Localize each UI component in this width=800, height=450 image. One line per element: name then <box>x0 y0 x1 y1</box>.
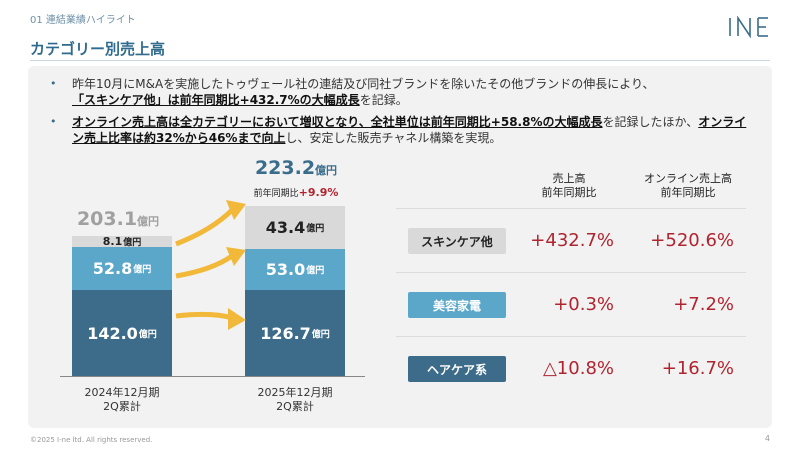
row-divider <box>396 208 746 209</box>
bullet-mark: • <box>50 115 57 128</box>
bar-2025-skincare: 43.4 億円 <box>245 206 345 249</box>
category-label-haircare: ヘアケア系 <box>408 356 506 382</box>
sales-growth-beauty: +0.3% <box>553 294 614 315</box>
bullet-text: 昨年10月にM&Aを実施したトゥヴェール社の連結及び同社ブランドを除いたその他ブ… <box>72 77 655 91</box>
title-divider <box>30 60 770 61</box>
column-header-sales: 売上高 前年同期比 <box>541 172 597 199</box>
bullet-highlight: オンライン売上比率は約32%から46%まで向上 <box>72 115 747 145</box>
page-number: 4 <box>764 434 770 443</box>
total-label-2024: 203.1億円 <box>76 208 160 230</box>
total-label-2025: 223.2億円 <box>254 157 338 179</box>
growth-arrows <box>175 200 246 330</box>
bullet-item: • 昨年10月にM&Aを実施したトゥヴェール社の連結及び同社ブランドを除いたその… <box>50 76 750 108</box>
online-growth-skincare: +520.6% <box>650 230 734 251</box>
page-title: カテゴリー別売上高 <box>30 40 166 58</box>
category-label-beauty: 美容家電 <box>408 292 506 318</box>
x-label-2025: 2025年12月期 2Q累計 <box>257 386 333 413</box>
bullet-text: を記録したほか、 <box>602 115 699 129</box>
bullet-list: • 昨年10月にM&Aを実施したトゥヴェール社の連結及び同社ブランドを除いたその… <box>50 76 750 152</box>
online-growth-beauty: +7.2% <box>673 294 734 315</box>
arrow-up-icon <box>226 200 246 220</box>
bar-2025-beauty: 53.0 億円 <box>245 249 345 290</box>
bar-2025-haircare: 126.7 億円 <box>245 290 345 376</box>
growth-label: 前年同期比+9.9% <box>253 186 339 199</box>
section-label: 01 連結業績ハイライト <box>30 15 136 26</box>
bullet-highlight: オンライン売上高は全カテゴリーにおいて増収となり、全社単位は前年同期比+58.8… <box>72 115 603 129</box>
bullet-mark: • <box>50 77 57 90</box>
bullet-text: し、安定した販売チャネル構築を実現。 <box>285 131 502 145</box>
sales-growth-skincare: +432.7% <box>530 230 614 251</box>
bullet-highlight: 「スキンケア他」は前年同期比+432.7%の大幅成長 <box>72 93 360 107</box>
copyright: ©2025 I-ne ltd. All rights reserved. <box>30 436 153 444</box>
x-axis <box>60 376 365 377</box>
sales-stacked-bar-chart: 203.1億円 223.2億円 前年同期比+9.9% 8.1 億円 52.8 億円 … <box>60 150 380 430</box>
bullet-text: を記録。 <box>359 93 408 107</box>
bar-2024-beauty: 52.8 億円 <box>72 247 172 290</box>
category-label-skincare: スキンケア他 <box>408 228 506 254</box>
bar-2024-haircare: 142.0 億円 <box>72 290 172 376</box>
column-header-online: オンライン売上高 前年同期比 <box>644 172 732 199</box>
x-label-2024: 2024年12月期 2Q累計 <box>84 386 160 413</box>
online-growth-haircare: +16.7% <box>661 358 734 379</box>
arrow-up-icon <box>226 247 246 266</box>
row-divider <box>396 336 746 337</box>
bar-2024-skincare: 8.1 億円 <box>72 235 172 248</box>
company-logo <box>726 15 770 44</box>
sales-growth-haircare: △10.8% <box>542 358 614 379</box>
bullet-item: • オンライン売上高は全カテゴリーにおいて増収となり、全社単位は前年同期比+58… <box>50 114 750 146</box>
arrow-right-icon <box>228 308 246 330</box>
row-divider <box>396 272 746 273</box>
